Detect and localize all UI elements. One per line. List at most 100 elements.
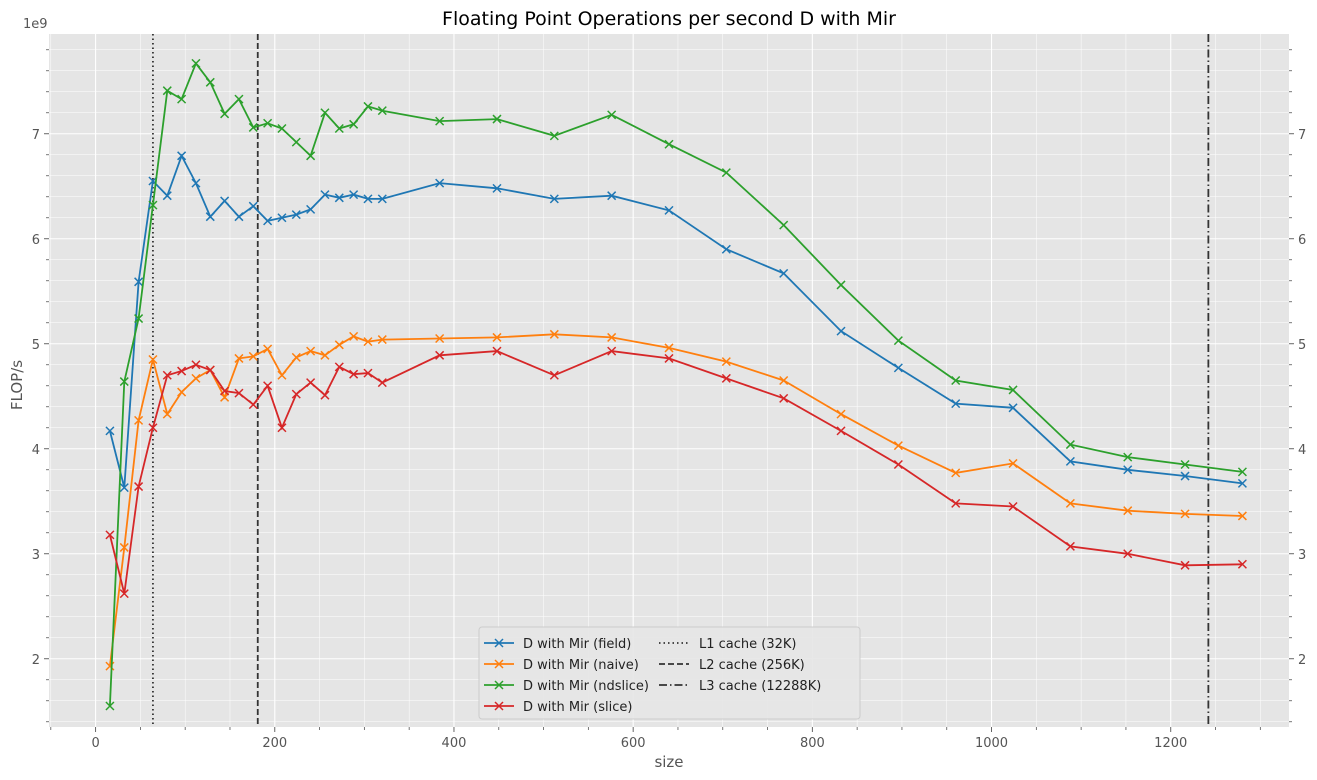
data-point bbox=[134, 482, 144, 492]
data-point bbox=[119, 483, 129, 493]
data-point bbox=[334, 123, 344, 134]
data-point bbox=[320, 390, 330, 400]
data-point bbox=[105, 426, 115, 436]
data-point bbox=[162, 191, 172, 201]
data-point bbox=[721, 244, 731, 254]
data-point bbox=[191, 360, 201, 370]
legend: D with Mir (field) D with Mir (naive) D wi… bbox=[478, 626, 861, 720]
data-point bbox=[607, 332, 617, 342]
data-point bbox=[549, 329, 559, 339]
data-point bbox=[1123, 465, 1133, 475]
legend-marker bbox=[494, 701, 504, 711]
data-point bbox=[277, 123, 287, 134]
data-point bbox=[291, 352, 301, 362]
data-point bbox=[349, 119, 359, 129]
data-point bbox=[492, 346, 502, 356]
data-point bbox=[334, 193, 344, 203]
data-point bbox=[248, 122, 258, 132]
data-point bbox=[607, 191, 617, 201]
data-point bbox=[664, 139, 674, 149]
data-point bbox=[363, 101, 373, 111]
data-point bbox=[1065, 498, 1075, 508]
data-point bbox=[349, 369, 359, 379]
data-point bbox=[277, 370, 287, 380]
x-tick-label: 400 bbox=[442, 736, 467, 751]
data-point bbox=[191, 178, 201, 188]
x-tick-label: 1000 bbox=[975, 736, 1008, 751]
data-point bbox=[263, 344, 273, 354]
y-tick-label: 6 bbox=[32, 233, 40, 248]
y-tick-label: 3 bbox=[32, 548, 40, 563]
x-tick-label: 600 bbox=[621, 736, 646, 751]
data-point bbox=[220, 109, 230, 119]
data-point bbox=[205, 77, 215, 87]
data-point bbox=[1123, 452, 1133, 462]
data-point bbox=[779, 220, 789, 230]
data-point bbox=[1237, 511, 1247, 521]
series-group bbox=[105, 58, 1247, 711]
data-point bbox=[205, 365, 215, 375]
data-point bbox=[119, 377, 129, 387]
y-offset-label: 1e9 bbox=[23, 17, 48, 32]
data-point bbox=[435, 350, 445, 360]
data-point bbox=[177, 94, 187, 104]
data-point bbox=[349, 190, 359, 200]
data-point bbox=[291, 389, 301, 399]
data-point bbox=[893, 336, 903, 346]
data-point bbox=[951, 468, 961, 478]
data-point bbox=[363, 194, 373, 204]
data-point bbox=[306, 346, 316, 356]
data-point bbox=[177, 151, 187, 161]
data-point bbox=[1065, 456, 1075, 466]
data-point bbox=[191, 373, 201, 383]
data-point bbox=[836, 326, 846, 336]
data-point bbox=[148, 423, 158, 433]
data-point bbox=[1180, 459, 1190, 470]
data-point bbox=[105, 701, 115, 711]
data-point bbox=[779, 268, 789, 278]
data-point bbox=[836, 426, 846, 436]
y-tick-label-right: 3 bbox=[1298, 548, 1306, 563]
plot-area bbox=[49, 34, 1289, 727]
data-point bbox=[721, 168, 731, 178]
legend-label: L1 cache (32K) bbox=[699, 637, 797, 652]
data-point bbox=[320, 350, 330, 360]
data-point bbox=[306, 151, 316, 161]
data-point bbox=[721, 373, 731, 383]
y-tick-label: 5 bbox=[32, 338, 40, 353]
data-point bbox=[263, 118, 273, 128]
data-point bbox=[320, 108, 330, 118]
legend-label: D with Mir (naive) bbox=[523, 658, 639, 673]
x-tick-label: 200 bbox=[262, 736, 287, 751]
data-point bbox=[248, 201, 258, 211]
data-point bbox=[664, 353, 674, 363]
data-point bbox=[1065, 541, 1075, 551]
legend-box bbox=[478, 626, 861, 720]
chart-title: Floating Point Operations per second D w… bbox=[442, 8, 896, 30]
data-point bbox=[162, 409, 172, 419]
data-point bbox=[148, 354, 158, 365]
cache-lines bbox=[152, 34, 1210, 727]
legend-marker bbox=[494, 638, 504, 648]
legend-label: D with Mir (slice) bbox=[523, 700, 632, 715]
data-point bbox=[951, 399, 961, 409]
data-point bbox=[1065, 440, 1075, 450]
data-point bbox=[148, 200, 158, 210]
data-point bbox=[263, 216, 273, 226]
legend-label: L3 cache (12288K) bbox=[699, 679, 821, 694]
axis-ticks: 0 200 400 600 800 1000 1200 2 2 3 3 4 4 5 5 6 6 7 7 bbox=[32, 49, 1306, 751]
data-point bbox=[1180, 471, 1190, 481]
data-point bbox=[836, 280, 846, 290]
data-point bbox=[549, 370, 559, 380]
data-point bbox=[263, 381, 273, 391]
data-point bbox=[248, 351, 258, 361]
legend-marker bbox=[494, 680, 504, 690]
data-point bbox=[234, 212, 244, 222]
x-tick-label: 0 bbox=[91, 736, 99, 751]
data-point bbox=[1180, 560, 1190, 570]
data-point bbox=[277, 423, 287, 433]
y-tick-label: 4 bbox=[32, 443, 40, 458]
data-point bbox=[492, 114, 502, 124]
data-point bbox=[893, 459, 903, 470]
data-point bbox=[893, 363, 903, 373]
